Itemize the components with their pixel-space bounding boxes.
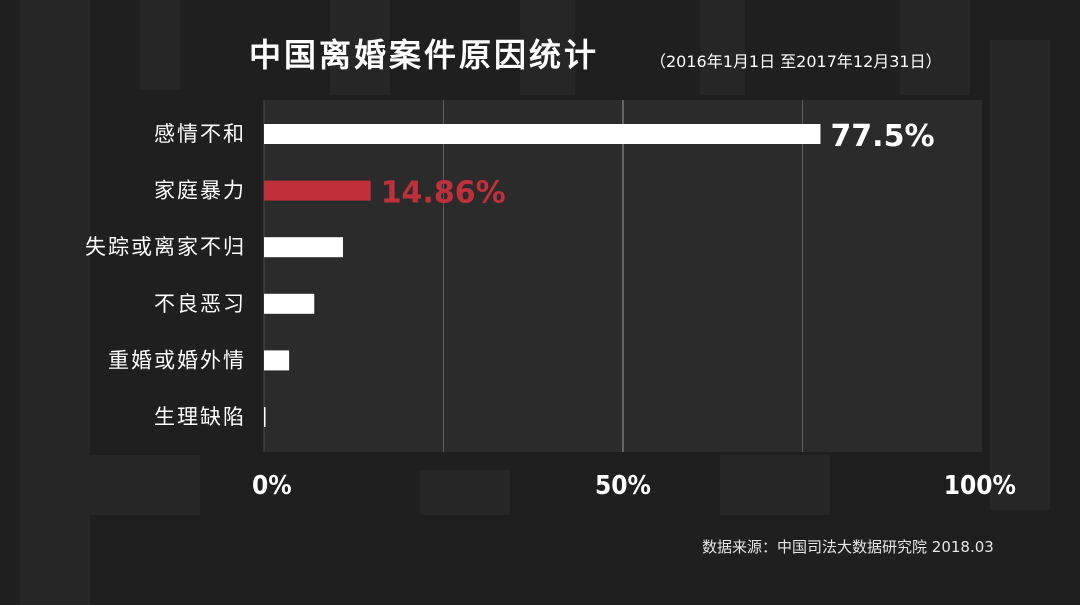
category-label-1: 感情不和 (154, 122, 246, 146)
x-tick-label-2: 50% (595, 471, 651, 501)
x-tick-label-1: 0% (252, 471, 292, 501)
bar-5 (264, 350, 290, 371)
category-label-2: 家庭暴力 (154, 179, 246, 203)
bar-4 (264, 293, 315, 314)
x-tick-label-3: 100% (944, 471, 1016, 501)
data-label-2: 14.86% (381, 176, 506, 211)
category-label-5: 重婚或婚外情 (108, 348, 246, 372)
bar-3 (264, 237, 343, 258)
category-label-3: 失踪或离家不归 (85, 235, 246, 259)
bar-2 (264, 180, 371, 201)
source-note: 数据来源：中国司法大数据研究院 2018.03 (702, 538, 994, 556)
data-label-1: 77.5% (830, 119, 934, 154)
chart-subtitle: （2016年1月1日 至2017年12月31日） (650, 52, 942, 71)
category-label-4: 不良恶习 (154, 292, 246, 316)
bar-6 (264, 407, 266, 427)
chart-title: 中国离婚案件原因统计 (249, 36, 600, 74)
bar-1 (264, 124, 821, 144)
category-label-6: 生理缺陷 (154, 405, 246, 429)
